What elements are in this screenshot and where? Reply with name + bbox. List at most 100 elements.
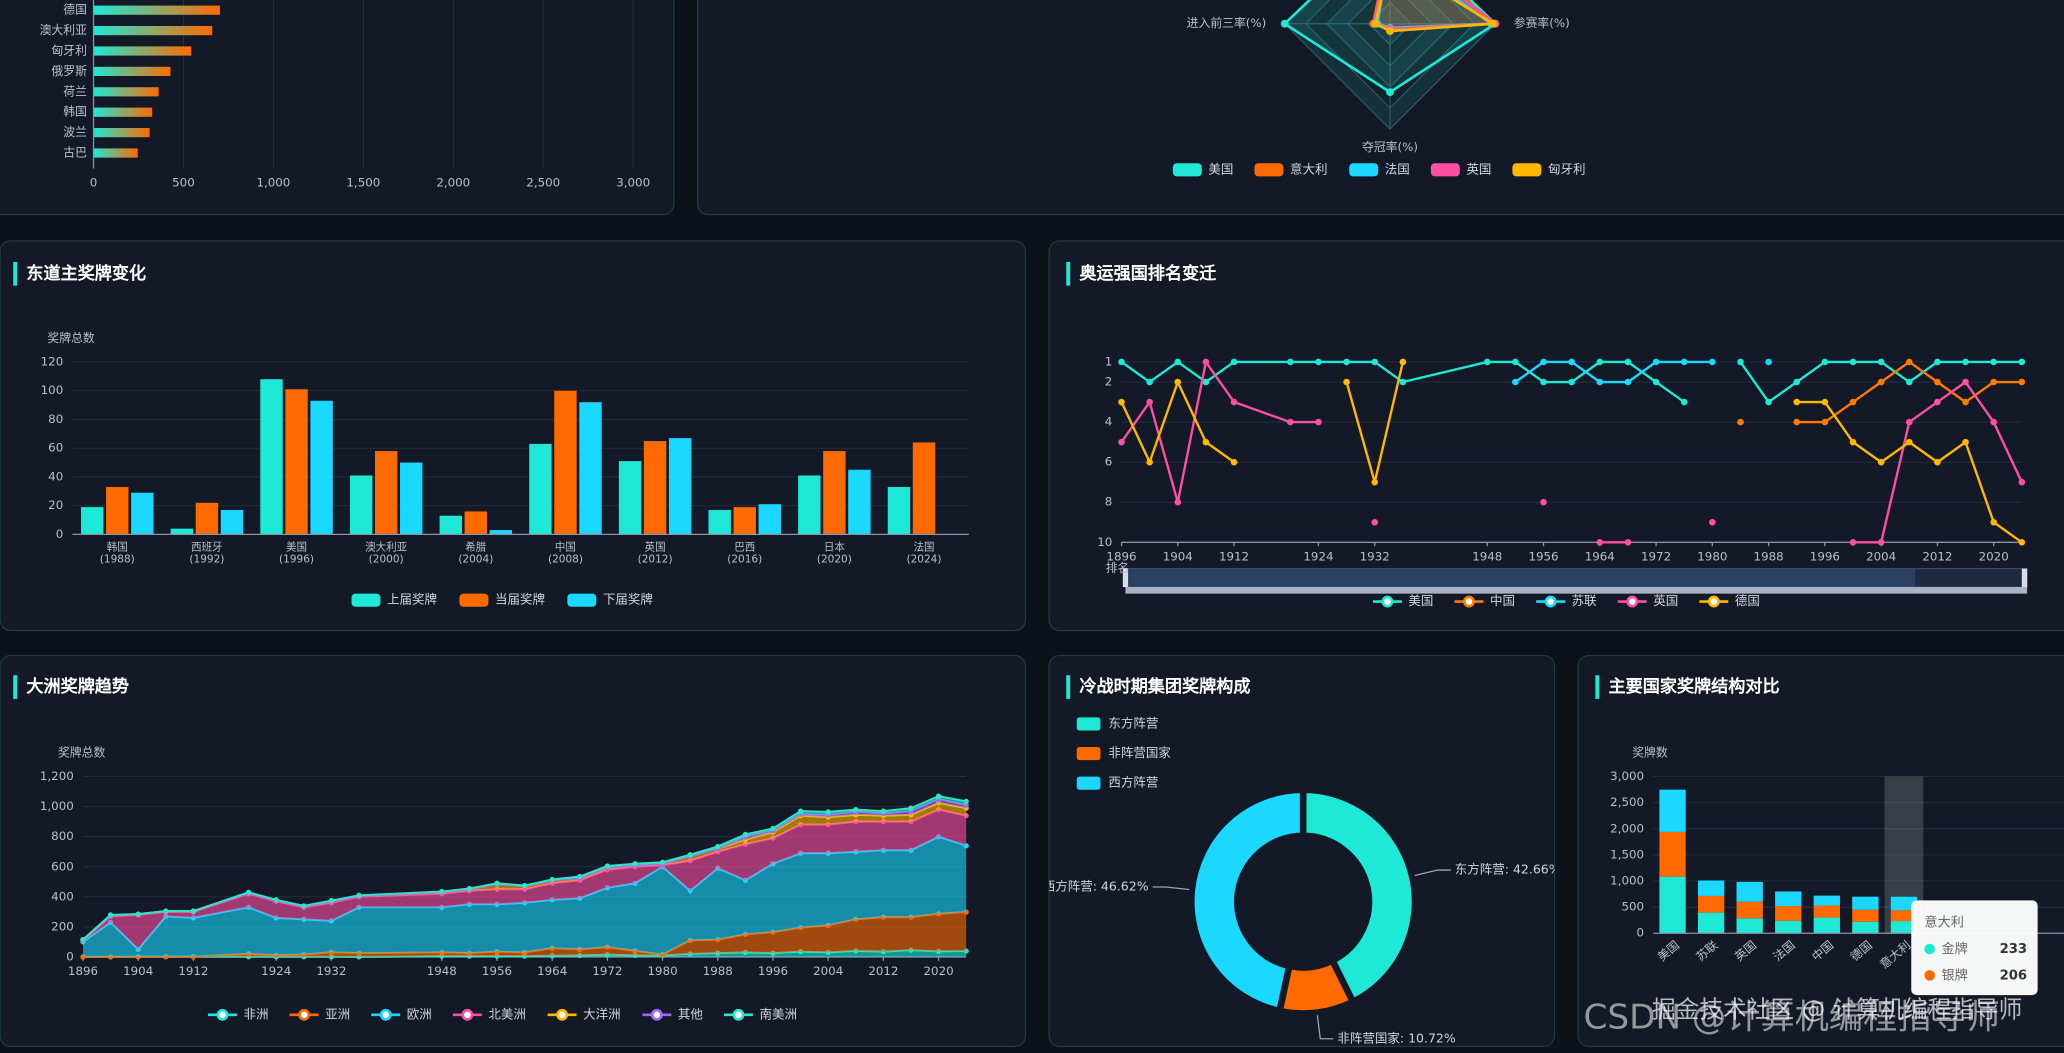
x-tick-label: 1912	[178, 964, 208, 978]
series-point	[549, 876, 555, 883]
series-point	[1146, 458, 1153, 466]
x-tick-label: (1992)	[189, 553, 224, 565]
series-point	[1596, 358, 1604, 366]
bar-segment	[1697, 895, 1725, 913]
x-tick-label: 西班牙	[191, 542, 223, 554]
bar	[93, 87, 159, 97]
x-tick-label: 2004	[1866, 549, 1896, 563]
legend-label: 南美洲	[760, 1006, 798, 1021]
label-leader	[1414, 869, 1451, 877]
series-point	[1202, 358, 1210, 366]
panel-title: 冷战时期集团奖牌构成	[1079, 676, 1250, 697]
panel-title: 大洲奖牌趋势	[26, 676, 129, 697]
y-tick-label: 8	[1105, 495, 1113, 509]
series-point	[577, 873, 583, 880]
series-point	[1202, 438, 1210, 446]
data-label: 东方阵营: 42.66%	[1455, 862, 1561, 877]
series-point	[1287, 418, 1294, 426]
series-point	[1737, 358, 1744, 366]
y-tick-label: 40	[48, 469, 63, 483]
radar-point	[1280, 19, 1289, 28]
y-tick-label: 澳大利亚	[40, 23, 87, 37]
series-point	[1709, 358, 1716, 366]
x-tick-label: 1996	[758, 964, 788, 978]
bar-segment	[1852, 921, 1879, 934]
legend-icon	[216, 1008, 229, 1021]
y-tick-label: 1,000	[1610, 874, 1644, 888]
chart-group: 0 500 1,000 1,500 2,000 2,500 3,000 德国澳大利亚匈牙利俄罗…	[40, 0, 650, 189]
x-tick-label: 1896	[68, 964, 98, 978]
bar	[912, 442, 936, 535]
x-tick-label: (2008)	[548, 553, 583, 565]
bar	[848, 469, 871, 535]
series-point	[1821, 398, 1829, 406]
title-accent	[13, 675, 18, 699]
legend-icon	[567, 593, 597, 607]
series-point	[659, 859, 666, 865]
bar	[93, 107, 153, 117]
series-point	[1202, 378, 1210, 386]
legend-icon	[1076, 776, 1101, 790]
bar	[529, 443, 552, 535]
tooltip-value: 233	[2000, 942, 2027, 957]
radar-indicator: 进入前三率(%)	[1187, 16, 1267, 30]
series-point	[1146, 378, 1153, 386]
y-tick-label: 100	[41, 383, 64, 397]
series-point	[1624, 539, 1632, 546]
series-point	[1849, 358, 1857, 366]
y-tick-label: 1,500	[1610, 847, 1644, 861]
x-tick-label: (2012)	[638, 553, 673, 565]
series-point	[1371, 478, 1379, 486]
legend-icon	[650, 1008, 663, 1021]
series-point	[494, 880, 500, 886]
y-tick-label: 荷兰	[63, 84, 87, 98]
y-tick-label: 500	[1621, 900, 1644, 914]
x-tick-label: 1980	[648, 964, 678, 978]
chart-group: 东道主奖牌变化奖牌总数020406080100120韩国(1988)西班牙(19…	[13, 261, 969, 607]
bar	[733, 507, 756, 535]
series-point	[1624, 378, 1632, 386]
legend-label: 匈牙利	[1548, 161, 1586, 176]
y-tick-label: 1	[1105, 354, 1113, 368]
series-point	[521, 882, 528, 889]
series-point	[604, 863, 611, 869]
tooltip-box	[1911, 900, 2038, 996]
bar	[93, 46, 192, 56]
series-point	[1596, 378, 1604, 386]
series-point	[1765, 398, 1772, 406]
series-point	[1174, 378, 1182, 386]
series-point	[80, 937, 86, 943]
series-point	[1230, 358, 1238, 366]
zoom-handle	[1122, 568, 1129, 588]
x-tick-label: 1932	[316, 964, 346, 978]
y-tick-label: 3,000	[1610, 769, 1644, 783]
series-point	[439, 888, 445, 895]
bar	[489, 530, 513, 535]
title-accent	[13, 261, 18, 286]
panel	[1048, 240, 2064, 632]
bar-segment	[1659, 789, 1686, 832]
bar	[798, 475, 821, 535]
x-tick-label: 1988	[703, 964, 733, 978]
chart-group: 参赛率(%) 夺冠率(%) 进入前三率(%) 美国 意大利 法国 英国 匈牙利	[1172, 0, 1586, 177]
series-point	[1709, 518, 1716, 526]
x-tick-label: 1904	[1163, 549, 1193, 563]
series-point	[1343, 378, 1350, 386]
legend-icon	[379, 1008, 392, 1021]
x-tick-label: 巴西	[734, 542, 755, 554]
series-point	[880, 808, 887, 814]
x-tick-label: 1948	[427, 964, 457, 978]
x-tick-label: 1980	[1697, 549, 1727, 563]
legend-icon	[1626, 595, 1639, 608]
x-tick-label: 500	[172, 175, 195, 189]
series-point	[1877, 458, 1885, 466]
x-tick-label: 1988	[1754, 549, 1784, 563]
series-point	[1905, 438, 1913, 446]
series-point	[770, 825, 776, 832]
legend-label: 其他	[678, 1006, 704, 1021]
title-accent	[1595, 675, 1600, 699]
series-point	[1399, 378, 1407, 386]
legend-label: 法国	[1385, 161, 1410, 176]
